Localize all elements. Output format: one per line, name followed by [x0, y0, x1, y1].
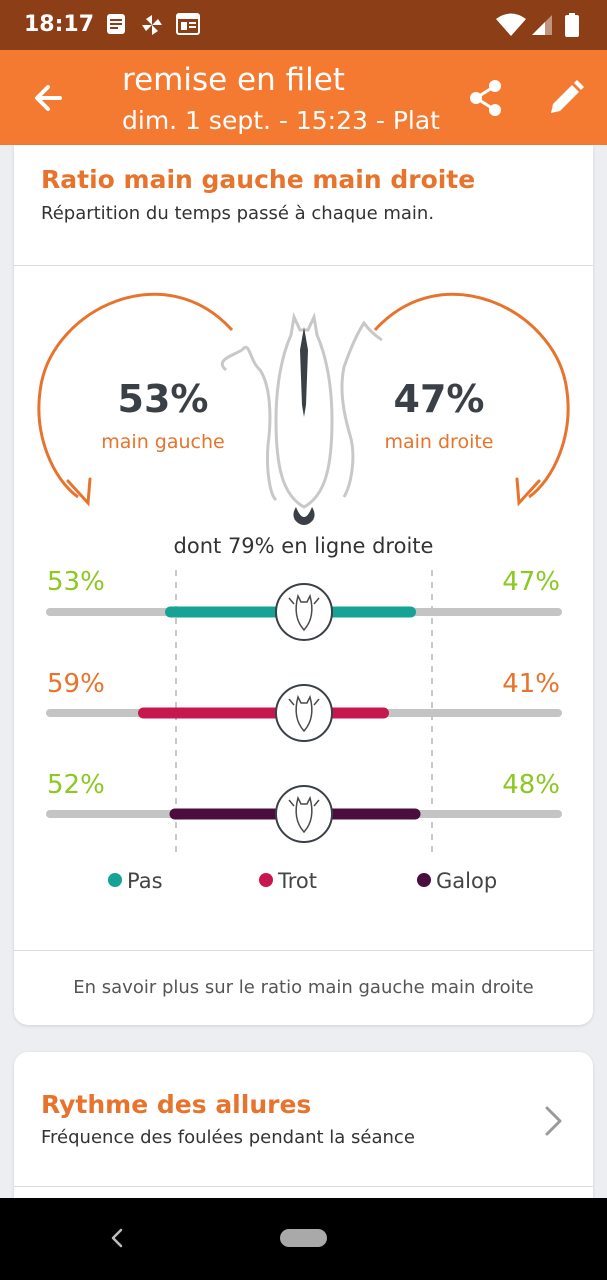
- galop-horse-ghost-icon: [288, 799, 320, 807]
- trot-horse-marker: [275, 684, 333, 742]
- trot-right-percent: 41%: [502, 669, 560, 699]
- nav-home-pill[interactable]: [280, 1229, 327, 1247]
- legend-pas: Pas: [108, 869, 163, 893]
- pas-left-percent: 53%: [47, 567, 105, 597]
- system-nav-bar: [0, 1198, 607, 1280]
- app-bar: remise en filet dim. 1 sept. - 15:23 - P…: [0, 50, 607, 145]
- nav-back-icon[interactable]: [108, 1226, 126, 1250]
- legend-dot-trot: [259, 873, 273, 887]
- left-arrow-head: [66, 477, 92, 507]
- legend-dot-pas: [108, 873, 122, 887]
- divider: [14, 1186, 593, 1187]
- left-hand-label: main gauche: [101, 431, 225, 453]
- right-hand-label: main droite: [384, 431, 494, 453]
- gait-ratio-chart: [46, 570, 562, 855]
- horse-ghost-right-icon: [340, 320, 383, 498]
- right-rotation-arrow: [373, 292, 570, 499]
- status-bar: 18:17: [0, 0, 607, 50]
- legend-trot: Trot: [259, 869, 317, 893]
- pas-horse-icon: [295, 593, 313, 632]
- left-hand-percent: 53%: [117, 377, 209, 421]
- legend-galop: Galop: [417, 869, 497, 893]
- ratio-card-title: Ratio main gauche main droite: [41, 165, 476, 194]
- legend-galop-label: Galop: [436, 869, 498, 893]
- news-icon: [176, 13, 200, 35]
- horse-topview-icon: [274, 311, 334, 525]
- legend-trot-label: Trot: [278, 869, 317, 893]
- status-time: 18:17: [24, 12, 95, 37]
- galop-horse-marker: [275, 785, 333, 843]
- rhythm-card-title: Rythme des allures: [41, 1090, 312, 1119]
- share-icon[interactable]: [466, 78, 506, 118]
- trot-horse-ghost-icon: [288, 698, 320, 706]
- galop-left-percent: 52%: [47, 770, 105, 800]
- galop-horse-icon: [295, 795, 313, 834]
- chevron-right-icon[interactable]: [542, 1104, 566, 1138]
- signal-icon: [532, 15, 552, 35]
- divider: [14, 950, 593, 951]
- right-arrow-head: [515, 477, 541, 507]
- horse-ghost-left-icon: [220, 346, 278, 502]
- trot-left-percent: 59%: [47, 669, 105, 699]
- page-title: remise en filet: [122, 62, 345, 98]
- pas-right-percent: 47%: [502, 567, 560, 597]
- pinwheel-icon: [142, 15, 162, 35]
- legend-dot-galop: [417, 873, 431, 887]
- pas-horse-marker: [275, 583, 333, 641]
- right-hand-percent: 47%: [393, 377, 485, 421]
- ratio-card-subtitle: Répartition du temps passé à chaque main…: [41, 203, 435, 224]
- back-arrow-icon[interactable]: [28, 78, 68, 118]
- divider: [14, 265, 593, 266]
- ratio-card: Ratio main gauche main droite Répartitio…: [14, 145, 593, 1025]
- left-rotation-arrow: [37, 292, 234, 499]
- straight-line-percent: dont 79% en ligne droite: [173, 534, 434, 558]
- learn-more-link[interactable]: En savoir plus sur le ratio main gauche …: [73, 977, 534, 998]
- galop-right-percent: 48%: [502, 770, 560, 800]
- trot-horse-icon: [295, 694, 313, 733]
- rhythm-card[interactable]: Rythme des allures Fréquence des foulées…: [14, 1052, 593, 1212]
- notes-icon: [107, 14, 125, 34]
- rhythm-card-subtitle: Fréquence des foulées pendant la séance: [41, 1127, 415, 1148]
- wifi-icon: [496, 13, 526, 36]
- battery-icon: [565, 13, 579, 37]
- edit-pencil-icon[interactable]: [546, 78, 586, 118]
- page-subtitle: dim. 1 sept. - 15:23 - Plat: [122, 106, 440, 135]
- pas-horse-ghost-icon: [288, 597, 320, 605]
- legend-pas-label: Pas: [127, 869, 163, 893]
- horse-rotation-illustration: [37, 292, 570, 525]
